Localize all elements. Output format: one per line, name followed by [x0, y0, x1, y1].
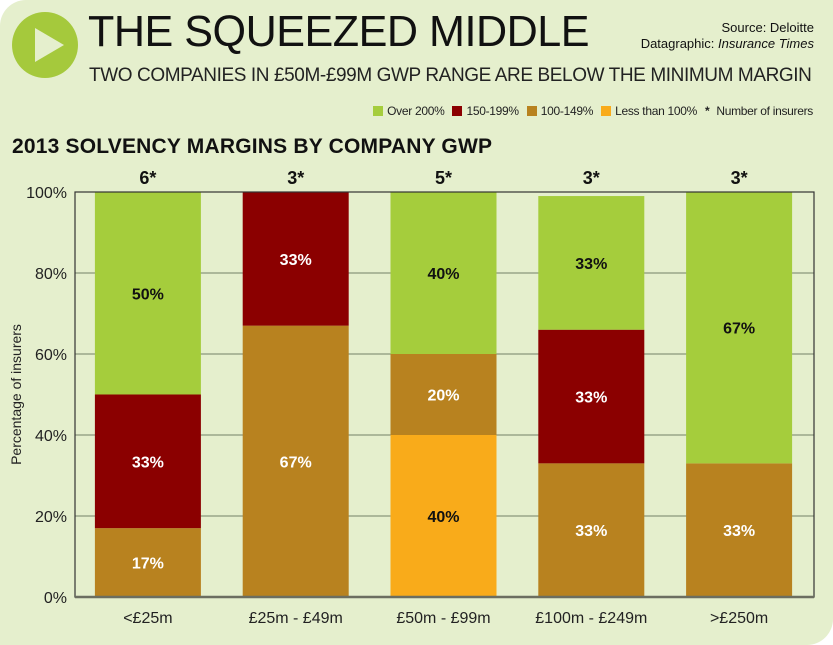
legend-item-over-200: Over 200%	[373, 104, 445, 118]
stacked-bar-chart: 0% 20% 40% 60% 80% 100% Percentage of insurers…	[8, 168, 815, 627]
insurer-count-label: 3*	[731, 168, 748, 188]
datagraphic-prefix: Datagraphic:	[640, 36, 719, 51]
insurer-count-label: 3*	[583, 168, 600, 188]
chart-title: 2013 SOLVENCY MARGINS BY COMPANY GWP	[12, 135, 493, 158]
bar-segment	[94, 528, 201, 597]
insurer-count-label: 5*	[435, 168, 452, 188]
legend-item-less-than-100: Less than 100%	[601, 104, 697, 118]
bar-segment	[390, 192, 497, 354]
play-icon	[35, 28, 64, 62]
bar-segment	[538, 196, 645, 330]
logo-badge	[12, 12, 78, 78]
insurer-count-label: 6*	[139, 168, 156, 188]
bar-segment	[242, 325, 349, 597]
y-tick-label: 40%	[35, 428, 67, 445]
bar-value-label: 50%	[132, 286, 164, 303]
bar-value-label: 33%	[723, 523, 755, 540]
legend-item-150-199: 150-199%	[452, 104, 519, 118]
x-category-label: £25m - £49m	[249, 610, 343, 627]
bar-value-label: 33%	[575, 523, 607, 540]
y-tick-label: 80%	[35, 266, 67, 283]
legend-item-insurer-count: * Number of insurers	[705, 104, 813, 118]
x-category-label: <£25m	[123, 610, 172, 627]
bar-value-label: 67%	[280, 454, 312, 471]
legend-swatch	[373, 106, 384, 116]
bar-value-label: 67%	[723, 321, 755, 338]
bar-segment	[94, 394, 201, 529]
x-category-label: >£250m	[710, 610, 768, 627]
legend-label: Number of insurers	[716, 104, 813, 118]
bar-value-label: 33%	[132, 454, 164, 471]
asterisk-icon: *	[704, 104, 710, 118]
bar-value-label: 17%	[132, 556, 164, 573]
bar-value-label: 40%	[427, 509, 459, 526]
legend: Over 200% 150-199% 100-149% Less than 10…	[373, 104, 813, 118]
bar-value-label: 40%	[427, 266, 459, 283]
legend-swatch	[452, 106, 463, 116]
y-tick-label: 100%	[26, 185, 67, 202]
legend-swatch	[526, 106, 537, 116]
bar-segment	[686, 192, 793, 464]
source-line: Source: Deloitte	[721, 20, 815, 35]
bar-segment	[538, 463, 645, 597]
page-title: THE SQUEEZED MIDDLE	[88, 7, 590, 56]
legend-label: 150-199%	[466, 104, 519, 118]
datagraphic-name: Insurance Times	[718, 36, 814, 51]
source-credit: Source: Deloitte Datagraphic: Insurance …	[641, 20, 814, 52]
insurer-count-label: 3*	[287, 168, 304, 188]
bar-segment	[538, 329, 645, 464]
y-axis-title: Percentage of insurers	[8, 324, 24, 465]
bar-segment	[390, 435, 497, 597]
bar-value-label: 33%	[280, 252, 312, 269]
y-tick-label: 20%	[35, 509, 67, 526]
legend-label: 100-149%	[540, 104, 594, 118]
legend-swatch	[601, 106, 612, 116]
bar-value-label: 33%	[575, 390, 607, 407]
page-subtitle: TWO COMPANIES IN £50M-£99M GWP RANGE ARE…	[89, 65, 812, 86]
bar-segment	[242, 192, 349, 326]
y-tick-label: 60%	[35, 347, 67, 364]
legend-label: Less than 100%	[615, 104, 697, 118]
x-category-label: £50m - £99m	[396, 610, 490, 627]
datagraphic-line: Datagraphic: Insurance Times	[641, 36, 814, 52]
bar-value-label: 33%	[575, 256, 607, 273]
bar-value-label: 20%	[427, 388, 459, 405]
bar-segment	[390, 354, 497, 435]
x-category-label: £100m - £249m	[535, 610, 647, 627]
bar-segment	[94, 192, 201, 395]
legend-item-100-149: 100-149%	[526, 104, 594, 118]
legend-label: Over 200%	[387, 104, 445, 118]
y-tick-label: 0%	[44, 590, 67, 607]
bar-segment	[686, 463, 793, 597]
